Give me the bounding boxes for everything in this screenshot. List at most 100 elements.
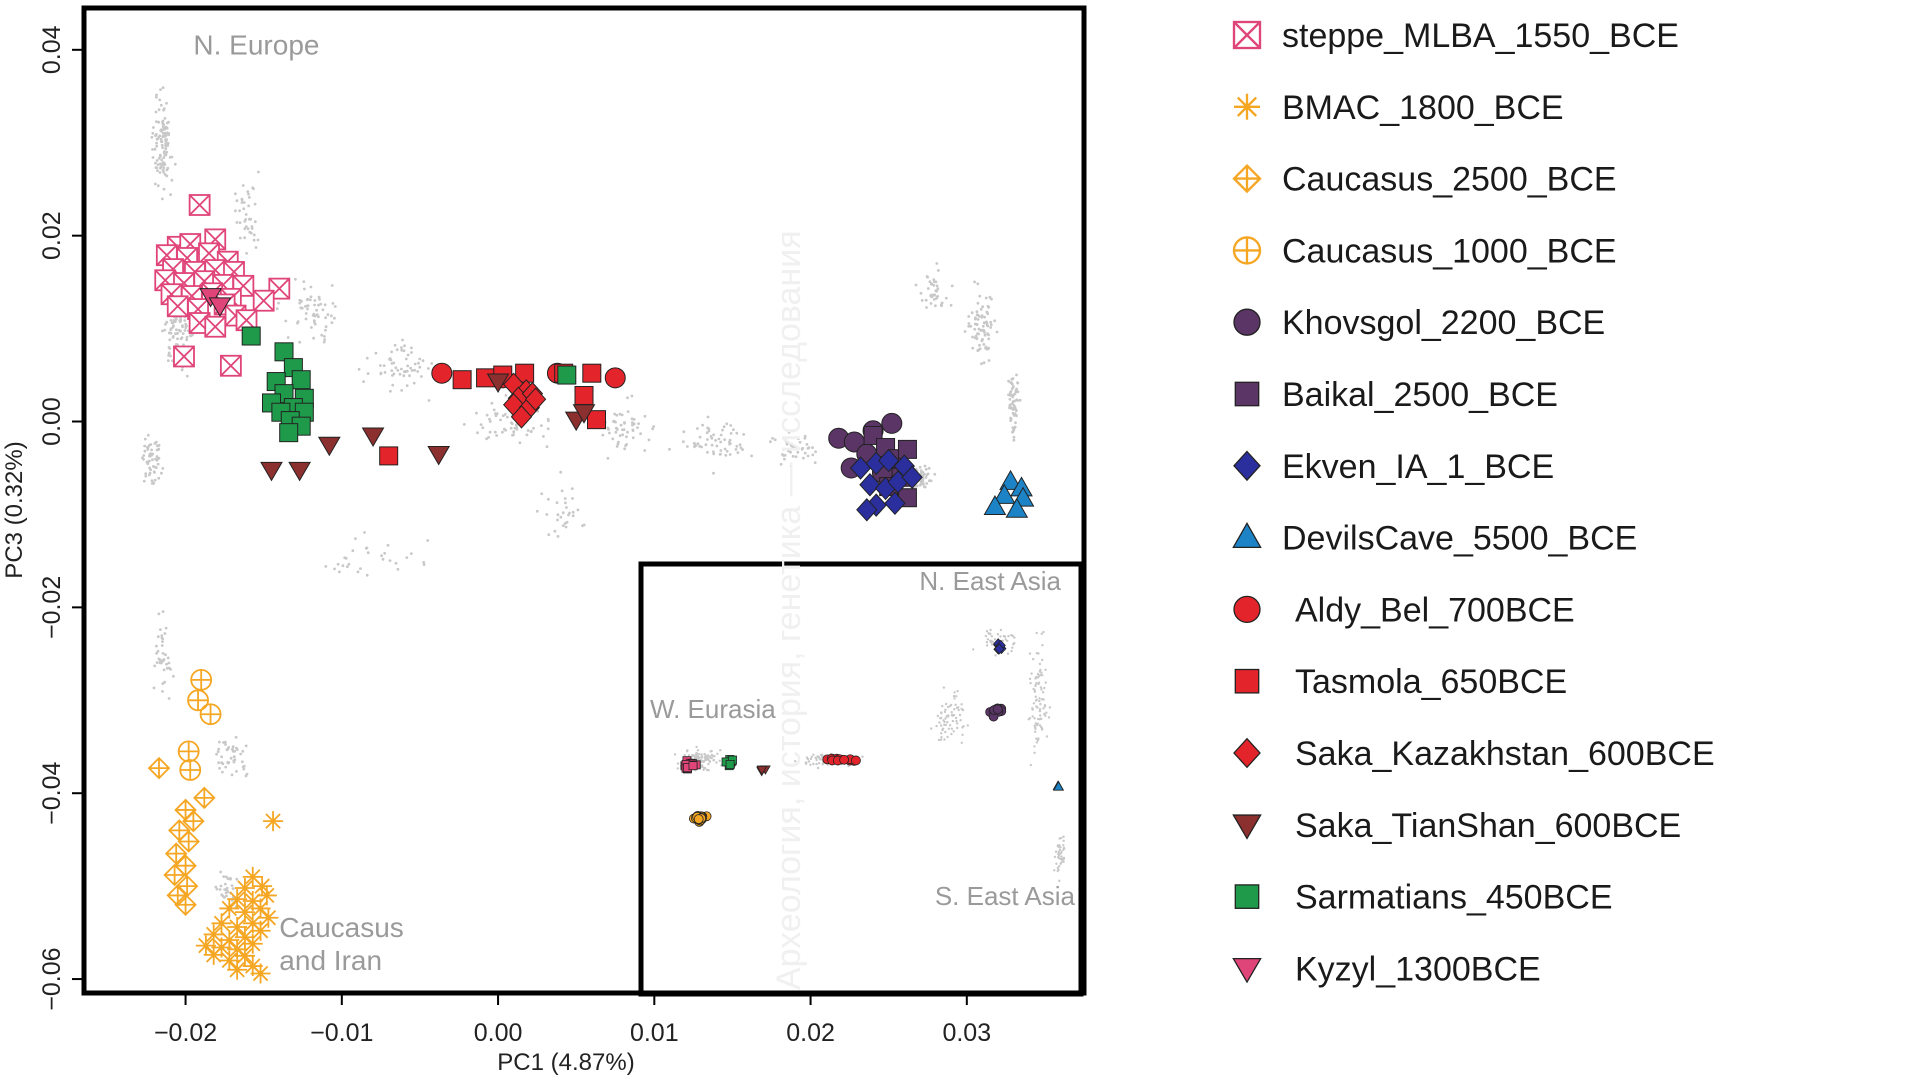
inset-reference-point <box>1044 714 1047 717</box>
reference-sample-point <box>967 315 971 318</box>
series-sarmatians-450bce <box>241 326 577 443</box>
reference-sample-point <box>313 303 316 307</box>
reference-sample-point <box>169 319 173 322</box>
inset-reference-point <box>1062 848 1065 851</box>
reference-sample-point <box>976 349 980 352</box>
reference-sample-point <box>155 458 159 462</box>
reference-sample-point <box>163 153 167 157</box>
reference-sample-point <box>969 324 973 328</box>
reference-sample-point <box>284 319 288 323</box>
reference-sample-point <box>728 453 732 456</box>
reference-sample-point <box>366 551 370 555</box>
inset-reference-point <box>956 726 959 730</box>
inset-reference-point <box>1006 639 1009 643</box>
inset-reference-point <box>1057 850 1060 854</box>
inset-reference-point <box>1035 741 1039 744</box>
reference-sample-point <box>383 551 387 555</box>
reference-sample-point <box>164 142 168 146</box>
reference-sample-point <box>300 306 304 310</box>
reference-sample-point <box>146 446 150 449</box>
reference-sample-point <box>357 367 361 371</box>
reference-sample-point <box>925 306 928 309</box>
reference-sample-point <box>395 348 399 352</box>
data-point <box>199 703 222 726</box>
reference-sample-point <box>796 446 800 450</box>
x-tick-label: −0.02 <box>154 1019 217 1047</box>
data-point <box>219 354 242 377</box>
reference-sample-point <box>239 752 243 756</box>
reference-sample-point <box>571 497 574 500</box>
reference-sample-point <box>225 888 228 892</box>
data-point <box>173 345 195 368</box>
reference-sample-point <box>179 318 183 322</box>
data-point <box>252 876 273 897</box>
inset-reference-point <box>1058 837 1061 840</box>
series-ekven-ia-1-bce <box>849 448 923 522</box>
data-point <box>574 385 594 405</box>
reference-sample-point <box>712 452 716 456</box>
reference-sample-point <box>230 884 234 887</box>
reference-sample-point <box>1014 390 1018 394</box>
reference-sample-point <box>632 418 636 421</box>
inset-reference-point <box>697 758 700 761</box>
reference-sample-point <box>750 454 753 458</box>
reference-sample-point <box>924 298 928 302</box>
inset-reference-point <box>712 759 715 762</box>
reference-sample-point <box>987 346 991 350</box>
reference-sample-point <box>154 95 158 99</box>
inset-reference-point <box>951 719 955 723</box>
reference-sample-point <box>304 317 308 321</box>
legend-marker <box>1232 958 1262 984</box>
inset-reference-point <box>1044 681 1047 684</box>
inset-reference-point <box>941 704 944 708</box>
reference-sample-point <box>166 121 169 125</box>
reference-sample-point <box>618 434 622 437</box>
data-point <box>242 933 263 954</box>
reference-sample-point <box>977 314 981 318</box>
reference-sample-point <box>512 430 516 434</box>
reference-sample-point <box>631 428 635 432</box>
reference-sample-point <box>621 428 624 432</box>
reference-sample-point <box>143 437 147 441</box>
inset-reference-point <box>944 702 948 706</box>
y-tick-label: −0.04 <box>38 761 66 824</box>
reference-sample-point <box>719 452 722 456</box>
reference-sample-point <box>652 425 656 428</box>
inset-reference-point <box>1044 668 1047 671</box>
legend-marker <box>1232 20 1262 50</box>
reference-sample-point <box>773 438 777 442</box>
inset-reference-point <box>989 628 992 632</box>
reference-sample-point <box>556 535 560 538</box>
reference-sample-point <box>1012 435 1016 439</box>
reference-sample-point <box>234 192 237 196</box>
reference-sample-point <box>172 319 176 322</box>
reference-sample-point <box>313 299 317 302</box>
reference-sample-point <box>535 509 539 513</box>
inset-reference-point <box>952 730 955 733</box>
inset-reference-point <box>947 714 950 717</box>
reference-sample-point <box>934 304 937 308</box>
data-point <box>242 913 263 934</box>
reference-sample-point <box>488 417 491 421</box>
reference-sample-point <box>487 436 490 439</box>
inset-reference-point <box>704 753 707 756</box>
reference-sample-point <box>252 238 256 242</box>
inset-reference-point <box>961 708 965 712</box>
inset-reference-point <box>1040 727 1044 730</box>
reference-sample-point <box>161 168 165 172</box>
inset-reference-point <box>999 628 1003 632</box>
reference-sample-point <box>394 561 398 565</box>
reference-sample-point <box>157 156 161 160</box>
reference-sample-point <box>559 470 563 474</box>
reference-sample-point <box>729 424 733 427</box>
reference-sample-point <box>390 350 393 354</box>
reference-sample-point <box>341 564 345 568</box>
reference-sample-point <box>324 328 327 332</box>
inset-reference-point <box>1062 856 1066 860</box>
reference-sample-point <box>220 755 224 759</box>
reference-sample-point <box>174 317 178 321</box>
inset-reference-point <box>1036 722 1040 725</box>
inset-reference-point <box>1045 735 1049 738</box>
reference-sample-point <box>405 384 409 387</box>
legend-marker <box>1232 236 1262 265</box>
